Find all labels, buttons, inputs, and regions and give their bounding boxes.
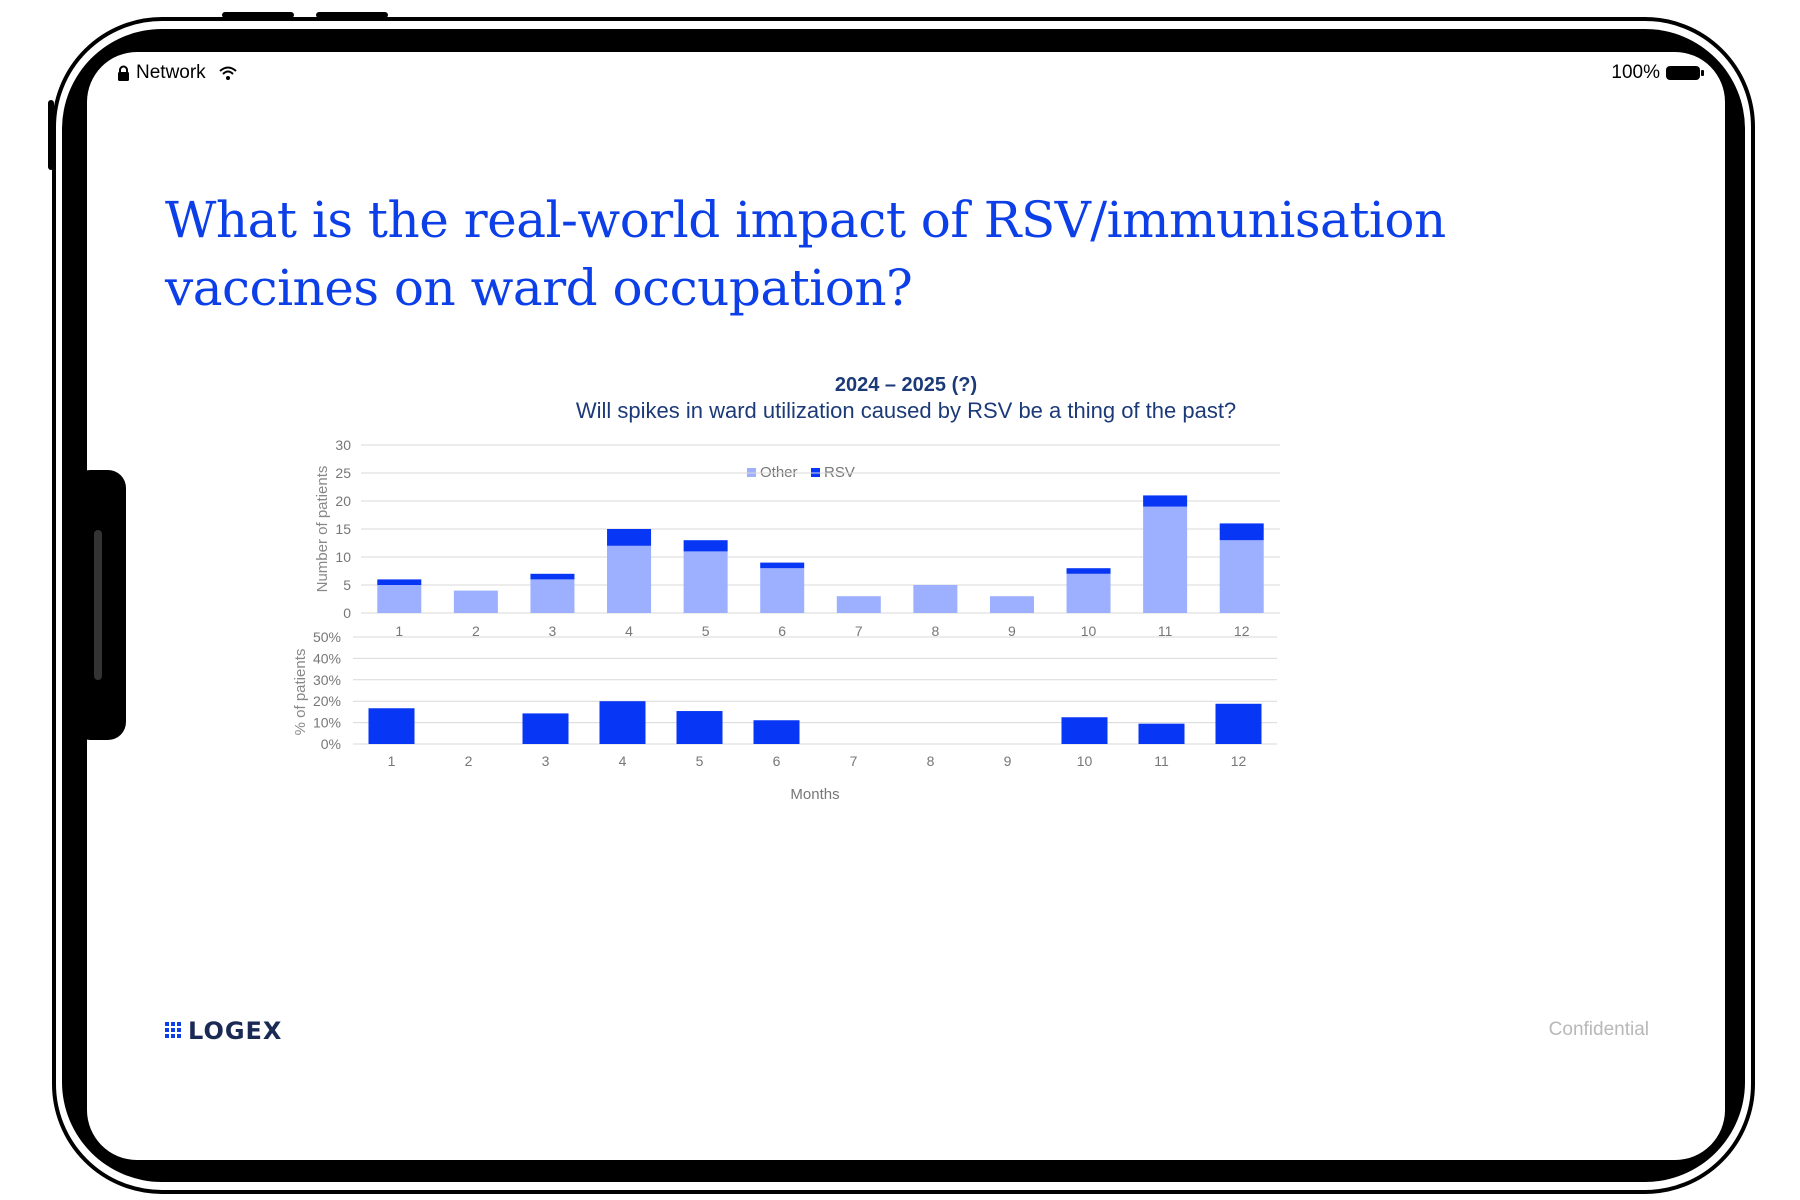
x-tick-label: 4 bbox=[619, 753, 627, 769]
x-axis-label: Months bbox=[790, 786, 839, 803]
bar-rsv-percent bbox=[1138, 723, 1185, 744]
x-tick-label: 5 bbox=[702, 623, 710, 639]
y-tick-label: 20 bbox=[335, 493, 351, 509]
x-tick-label: 10 bbox=[1081, 623, 1097, 639]
bar-other bbox=[607, 545, 652, 613]
x-tick-label: 11 bbox=[1154, 753, 1169, 769]
x-tick-label: 2 bbox=[472, 623, 480, 639]
x-tick-label: 5 bbox=[696, 753, 704, 769]
device-screen: Network 100% What is the real-world impa… bbox=[87, 52, 1725, 1160]
y-tick-label: 30% bbox=[313, 672, 341, 688]
status-right: 100% bbox=[1611, 62, 1704, 84]
logo: LOGEX bbox=[165, 1017, 282, 1045]
y-axis-label: Number of patients bbox=[314, 466, 331, 593]
x-tick-label: 7 bbox=[855, 623, 863, 639]
x-tick-label: 10 bbox=[1077, 753, 1093, 769]
y-tick-label: 5 bbox=[343, 577, 351, 593]
y-tick-label: 10 bbox=[335, 549, 351, 565]
bar-other bbox=[836, 596, 881, 613]
bar-rsv bbox=[760, 562, 805, 569]
bar-rsv-percent bbox=[1061, 717, 1108, 744]
bar-rsv bbox=[683, 540, 728, 552]
logo-text: LOGEX bbox=[188, 1017, 283, 1045]
battery-label: 100% bbox=[1611, 62, 1660, 83]
x-tick-label: 8 bbox=[927, 753, 935, 769]
y-tick-label: 40% bbox=[313, 650, 341, 666]
bar-rsv-percent bbox=[753, 720, 800, 744]
x-tick-label: 7 bbox=[850, 753, 858, 769]
bar-rsv-percent bbox=[676, 711, 723, 744]
x-tick-label: 12 bbox=[1231, 753, 1247, 769]
x-tick-label: 8 bbox=[931, 623, 939, 639]
x-tick-label: 3 bbox=[549, 623, 557, 639]
y-tick-label: 15 bbox=[335, 521, 351, 537]
status-left: Network bbox=[117, 62, 238, 84]
x-tick-label: 2 bbox=[465, 753, 473, 769]
logo-grid-icon bbox=[165, 1022, 181, 1038]
bar-rsv-percent bbox=[599, 701, 646, 744]
x-tick-label: 3 bbox=[542, 753, 550, 769]
bar-rsv bbox=[1143, 495, 1188, 507]
bar-rsv-percent bbox=[522, 713, 569, 744]
y-tick-label: 25 bbox=[335, 465, 351, 481]
wifi-icon bbox=[219, 66, 237, 80]
y-tick-label: 0% bbox=[321, 736, 341, 752]
x-tick-label: 1 bbox=[395, 623, 403, 639]
x-tick-label: 9 bbox=[1008, 623, 1016, 639]
y-tick-label: 20% bbox=[313, 693, 341, 709]
confidential-label: Confidential bbox=[1548, 1019, 1649, 1040]
bar-other bbox=[530, 579, 575, 613]
side-button[interactable] bbox=[48, 100, 54, 170]
x-tick-label: 12 bbox=[1234, 623, 1250, 639]
bar-rsv bbox=[377, 579, 422, 585]
lock-icon bbox=[118, 65, 129, 81]
bar-other bbox=[1219, 540, 1264, 613]
bar-other bbox=[683, 551, 728, 613]
x-tick-label: 4 bbox=[625, 623, 633, 639]
y-tick-label: 30 bbox=[335, 437, 351, 453]
chart-subtitle: Will spikes in ward utilization caused b… bbox=[575, 398, 1237, 423]
chart-title: 2024 – 2025 (?) bbox=[834, 374, 978, 396]
y-tick-label: 0 bbox=[343, 605, 351, 621]
bar-rsv bbox=[607, 529, 652, 546]
bar-other bbox=[760, 568, 805, 613]
bar-rsv-percent bbox=[368, 708, 415, 744]
bar-other bbox=[989, 596, 1034, 613]
bar-other bbox=[377, 585, 422, 613]
network-label: Network bbox=[136, 62, 206, 83]
bar-rsv bbox=[1219, 523, 1264, 541]
bar-other bbox=[453, 590, 498, 613]
bar-rsv bbox=[530, 573, 575, 580]
bar-other bbox=[1066, 573, 1111, 613]
y-tick-label: 10% bbox=[313, 715, 341, 731]
bar-rsv bbox=[1066, 568, 1111, 574]
home-bar-line bbox=[94, 530, 102, 680]
top-button-1[interactable] bbox=[222, 12, 294, 18]
y-tick-label: 50% bbox=[313, 629, 341, 645]
y-axis-label: % of patients bbox=[292, 649, 309, 736]
battery-icon bbox=[1666, 66, 1704, 80]
bar-other bbox=[1143, 506, 1188, 613]
status-bar: Network 100% bbox=[87, 52, 1725, 98]
slide-title: What is the real-world impact of RSV/imm… bbox=[165, 191, 1446, 317]
x-tick-label: 6 bbox=[778, 623, 786, 639]
x-tick-label: 9 bbox=[1004, 753, 1012, 769]
x-tick-label: 1 bbox=[388, 753, 396, 769]
bar-other bbox=[913, 585, 958, 613]
top-button-2[interactable] bbox=[316, 12, 388, 18]
bar-rsv-percent bbox=[1215, 703, 1262, 744]
x-tick-label: 11 bbox=[1158, 623, 1173, 639]
x-tick-label: 6 bbox=[773, 753, 781, 769]
